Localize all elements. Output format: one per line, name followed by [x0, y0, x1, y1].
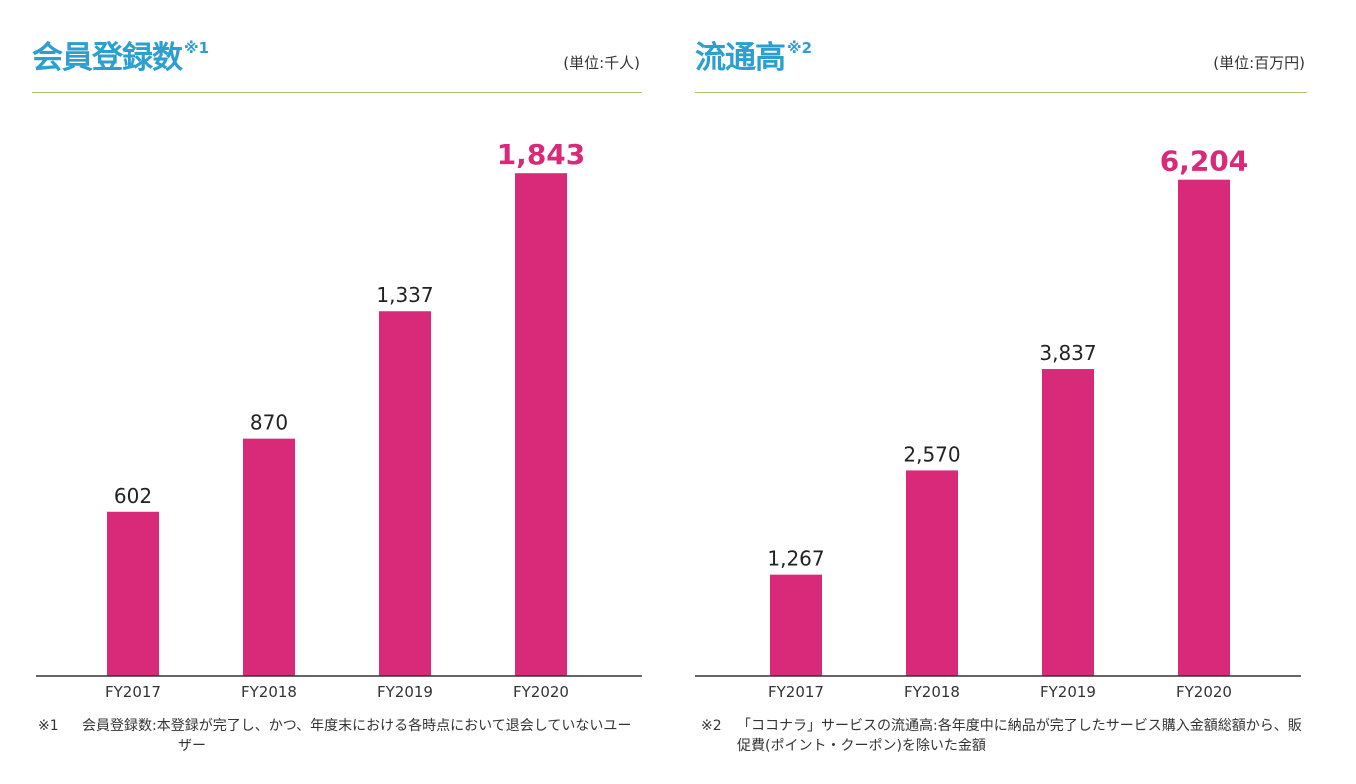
bar-fy2017: [770, 574, 822, 676]
chart-header: 流通高 ※2 (単位:百万円): [695, 30, 1307, 93]
data-label-fy2020: 1,843: [497, 138, 586, 171]
bar-fy2019: [1042, 369, 1094, 676]
x-tick-label-fy2020: FY2020: [1176, 683, 1232, 701]
bar-fy2018: [906, 470, 958, 676]
data-label-fy2018: 870: [250, 411, 288, 435]
bar-fy2019: [379, 311, 431, 676]
bar-fy2020: [515, 173, 567, 676]
bar-chart-svg: 1,267 FY2017 2,570 FY2018 3,837 FY2019 6,204 FY…: [695, 145, 1301, 701]
chart-title-text: 会員登録数: [32, 40, 183, 76]
chart-panel-members: 会員登録数 ※1 (単位:千人) 602 FY2017 870 FY2018 1,337 F…: [32, 0, 642, 784]
chart-title: 会員登録数 ※1: [32, 32, 209, 77]
bar-chart-gmv: 1,267 FY2017 2,570 FY2018 3,837 FY2019 6,204 FY…: [695, 100, 1307, 710]
data-label-fy2019: 3,837: [1039, 341, 1096, 365]
chart-panel-gmv: 流通高 ※2 (単位:百万円) 1,267 FY2017 2,570 FY2018 3,8…: [695, 0, 1307, 784]
bar-chart-members: 602 FY2017 870 FY2018 1,337 FY2019 1,843 FY2020: [32, 100, 642, 710]
chart-title-text: 流通高: [695, 40, 786, 76]
data-label-fy2020: 6,204: [1160, 145, 1249, 178]
chart-title: 流通高 ※2: [695, 32, 812, 77]
x-tick-label-fy2017: FY2017: [105, 683, 161, 701]
x-tick-label-fy2019: FY2019: [377, 683, 433, 701]
bar-fy2017: [107, 511, 159, 676]
footnote-text: 会員登録数:本登録が完了し、かつ、年度末における各時点において退会していないユー…: [82, 718, 632, 754]
chart-unit-label: (単位:千人): [563, 54, 640, 72]
chart-header: 会員登録数 ※1 (単位:千人): [32, 30, 642, 93]
footnote-text: 「ココナラ」サービスの流通高:各年度中に納品が完了したサービス購入金額総額から、…: [737, 718, 1302, 754]
x-tick-label-fy2019: FY2019: [1040, 683, 1096, 701]
bar-fy2018: [243, 438, 295, 676]
data-label-fy2017: 602: [114, 484, 152, 508]
chart-title-note: ※1: [184, 39, 210, 57]
chart-title-note: ※2: [787, 39, 813, 57]
data-label-fy2017: 1,267: [767, 547, 824, 571]
chart-unit-label: (単位:百万円): [1213, 54, 1305, 72]
x-tick-label-fy2018: FY2018: [241, 683, 297, 701]
x-tick-label-fy2018: FY2018: [904, 683, 960, 701]
chart-footnote: ※2 「ココナラ」サービスの流通高:各年度中に納品が完了したサービス購入金額総額…: [701, 716, 1307, 756]
chart-footnote: ※1 会員登録数:本登録が完了し、かつ、年度末における各時点において退会していな…: [38, 716, 642, 756]
footnote-mark: ※2: [701, 718, 722, 734]
data-label-fy2018: 2,570: [903, 442, 960, 466]
footnote-mark: ※1: [38, 718, 59, 734]
bar-fy2020: [1178, 179, 1230, 676]
bar-chart-svg: 602 FY2017 870 FY2018 1,337 FY2019 1,843 FY2020: [36, 138, 642, 701]
x-tick-label-fy2017: FY2017: [768, 683, 824, 701]
data-label-fy2019: 1,337: [376, 283, 433, 307]
x-tick-label-fy2020: FY2020: [513, 683, 569, 701]
